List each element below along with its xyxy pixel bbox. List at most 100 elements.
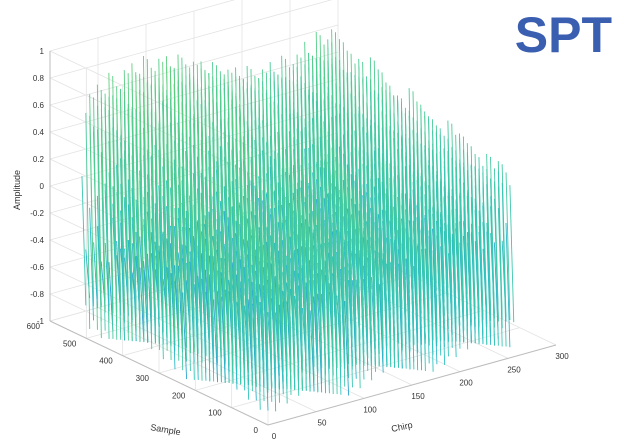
surface-trace [494,181,499,322]
surface-trace [455,214,461,343]
surface-trace [294,230,300,396]
surface-trace [471,197,476,327]
surface-trace [124,150,129,330]
y-tick-label: 0 [254,426,259,435]
surface-trace [116,191,122,316]
surface-trace [371,217,376,366]
surface-trace [174,171,180,346]
surface-trace [363,279,369,366]
surface-trace [170,159,176,339]
z-axis-label: Amplitude [12,170,22,210]
surface-trace [162,250,168,345]
surface-lines [81,29,515,412]
surface-trace [351,280,357,379]
surface-trace [81,176,87,306]
surface-trace [155,226,160,345]
surface-trace [263,239,269,390]
surface-trace [413,265,419,352]
surface-trace [286,222,292,390]
surface-trace [451,211,457,330]
surface-trace [317,293,323,393]
surface-trace [252,303,257,401]
surface-trace [305,266,311,389]
surface-trace [139,267,145,343]
back-wall-gridline [49,240,339,322]
surface-trace [282,219,288,377]
surface-trace [325,211,330,369]
tick-labels: 0 50 100 150 200 250 300 0 100 200 300 400 500 600-1 -… [27,47,570,441]
surface-trace [170,247,176,370]
surface-trace [409,243,415,346]
surface-trace [378,284,384,373]
surface-trace [166,189,172,347]
surface-trace [378,226,384,366]
surface-trace [147,154,153,350]
surface-trace [193,256,199,380]
back-wall-gridline [49,0,236,52]
surface-trace [174,281,180,348]
y-axis-line [49,320,269,426]
surface-trace [100,152,106,331]
y-tick-label: 200 [172,391,186,400]
surface-trace [100,108,106,313]
surface-trace [209,193,215,358]
surface-trace [340,257,346,369]
surface-trace [298,214,304,391]
surface-trace [363,213,369,359]
z-tick-label: 0 [40,182,45,191]
surface-trace [486,193,492,321]
surface-trace [259,302,265,386]
surface-trace [271,277,277,412]
y-tick-label: 600 [27,322,41,331]
x-tick-label: 100 [363,405,377,414]
surface-trace [424,212,430,346]
surface-trace [417,219,423,345]
surface-trace [421,222,426,344]
z-tick-label: 0.6 [33,101,45,110]
surface-trace [112,135,118,322]
surface-trace [217,208,222,382]
surface-trace [135,137,141,340]
surface-trace [428,217,434,372]
surface-trace [309,310,315,392]
surface-trace [221,296,226,380]
surface-trace [128,153,133,321]
surface-trace [97,105,102,339]
surface-trace [186,180,191,354]
surface-trace [240,235,246,385]
surface-trace [224,270,230,383]
z-tick-label: 0.2 [33,155,45,164]
surface-trace [162,187,168,338]
y-tick-label: 100 [208,409,222,418]
surface-trace [505,222,511,348]
surface-trace [440,218,446,366]
surface-trace [317,228,323,382]
surface-trace [209,255,215,371]
x-tick-label: 300 [555,352,569,361]
z-tick-label: -0.2 [30,209,44,218]
surface-trace [321,204,327,393]
surface-trace [255,241,261,410]
surface-trace [398,263,403,369]
surface-trace [221,201,226,362]
surface-trace [151,157,157,332]
surface-trace [313,273,319,371]
surface-trace [309,206,315,381]
surface-trace [213,299,219,382]
surface-trace [275,312,280,390]
surface-trace [336,217,342,368]
surface-trace [375,250,380,354]
surface-trace [351,221,357,364]
surface-trace [205,224,211,381]
x-tick-label: 150 [411,392,425,401]
surface-trace [386,222,392,351]
x-tick-label: 50 [318,419,327,428]
surface-trace [436,211,442,340]
surface-trace [328,216,334,375]
surface-trace [120,183,126,340]
surface-trace [394,215,400,368]
z-tick-label: 1 [40,47,45,56]
floor-gridline [158,292,448,374]
surface-trace [85,112,91,330]
surface-trace [398,217,403,348]
